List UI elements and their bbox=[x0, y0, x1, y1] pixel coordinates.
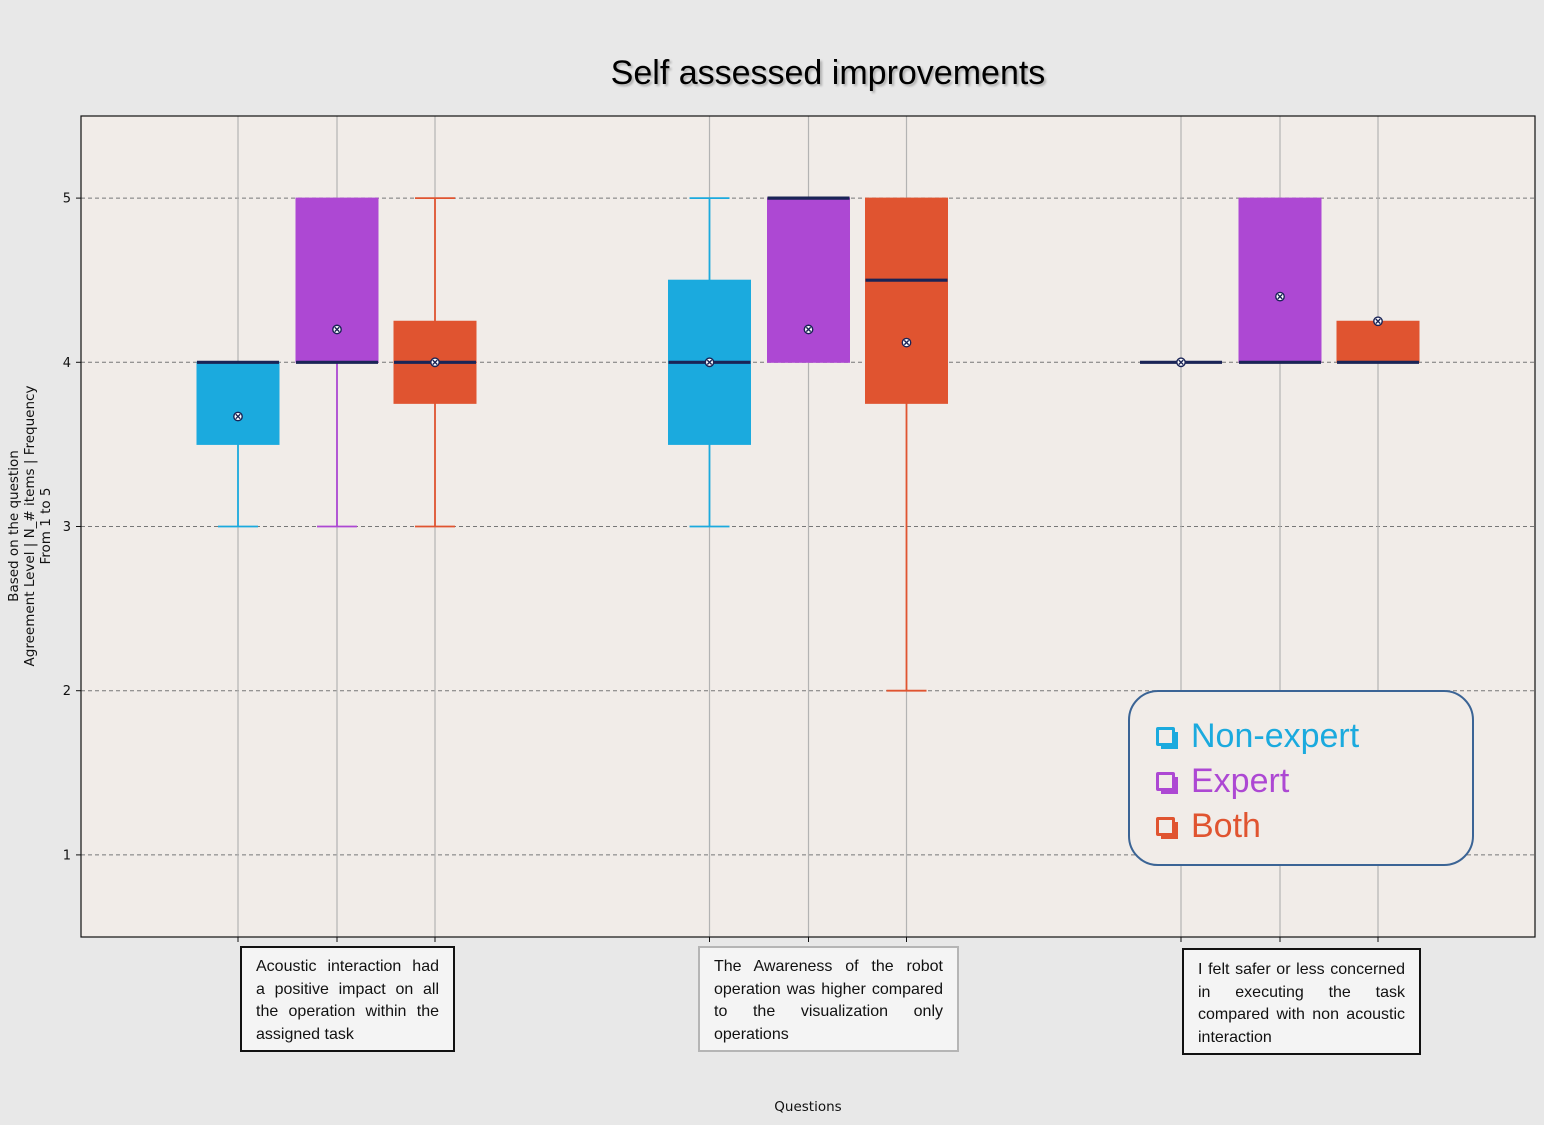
y-axis-label-line-3: From 1 to 5 bbox=[38, 487, 54, 565]
legend-label-expert: Expert bbox=[1191, 761, 1290, 800]
y-tick-label: 2 bbox=[63, 684, 71, 699]
box-both-3 bbox=[1336, 316, 1420, 364]
legend-label-non-expert: Non-expert bbox=[1191, 716, 1360, 755]
tick-layer: 1 2 3 4 5 bbox=[63, 192, 1379, 942]
legend-swatch-icon bbox=[1156, 771, 1178, 794]
mean-marker-cross bbox=[805, 326, 812, 333]
legend-label-both: Both bbox=[1191, 806, 1261, 845]
y-axis-label: Based on the question Agreement Level | … bbox=[6, 386, 54, 667]
mean-marker-cross bbox=[1277, 293, 1283, 300]
mean-marker-cross bbox=[235, 413, 241, 420]
question-box-1: Acoustic interaction had a positive impa… bbox=[240, 946, 455, 1052]
box-body bbox=[767, 197, 850, 363]
box-body bbox=[1238, 197, 1322, 363]
box-layer bbox=[196, 196, 1420, 692]
mean-marker-cross bbox=[706, 359, 713, 365]
box-body bbox=[295, 197, 379, 363]
legend-swatch-icon bbox=[1156, 816, 1178, 839]
legend-item-expert: Expert bbox=[1156, 761, 1289, 801]
mean-marker-cross bbox=[1178, 359, 1184, 365]
legend: Non-expert Expert Both bbox=[1128, 690, 1474, 866]
legend-item-non-expert: Non-expert bbox=[1156, 716, 1359, 756]
mean-marker-cross bbox=[432, 359, 438, 365]
question-box-3: I felt safer or less concerned in execut… bbox=[1182, 948, 1421, 1055]
legend-swatch-icon bbox=[1156, 726, 1178, 749]
mean-marker-cross bbox=[1375, 318, 1381, 324]
box-non-expert-2 bbox=[668, 197, 751, 528]
box-both-1 bbox=[393, 197, 477, 528]
chart-title: Self assessed improvements bbox=[610, 54, 1046, 92]
box-non-expert-1 bbox=[196, 360, 280, 528]
question-box-2: The Awareness of the robot operation was… bbox=[698, 946, 959, 1052]
box-body bbox=[1336, 320, 1420, 363]
y-tick-label: 4 bbox=[63, 356, 71, 371]
box-both-2 bbox=[865, 197, 948, 692]
box-body bbox=[865, 197, 948, 404]
box-expert-3 bbox=[1238, 197, 1322, 364]
y-axis-label-line-2: Agreement Level | N_# items | Frequency bbox=[22, 385, 38, 667]
x-axis-label: Questions bbox=[774, 1099, 842, 1115]
mean-marker-cross bbox=[334, 326, 340, 333]
legend-item-both: Both bbox=[1156, 806, 1261, 846]
y-tick-label: 5 bbox=[63, 192, 71, 207]
box-expert-1 bbox=[295, 197, 379, 528]
box-expert-2 bbox=[767, 196, 850, 363]
box-body bbox=[196, 361, 280, 445]
box-non-expert-3 bbox=[1140, 357, 1222, 368]
y-tick-label: 1 bbox=[63, 848, 71, 863]
y-tick-label: 3 bbox=[63, 520, 71, 535]
mean-marker-cross bbox=[903, 339, 910, 346]
y-axis-label-line-1: Based on the question bbox=[6, 450, 22, 602]
